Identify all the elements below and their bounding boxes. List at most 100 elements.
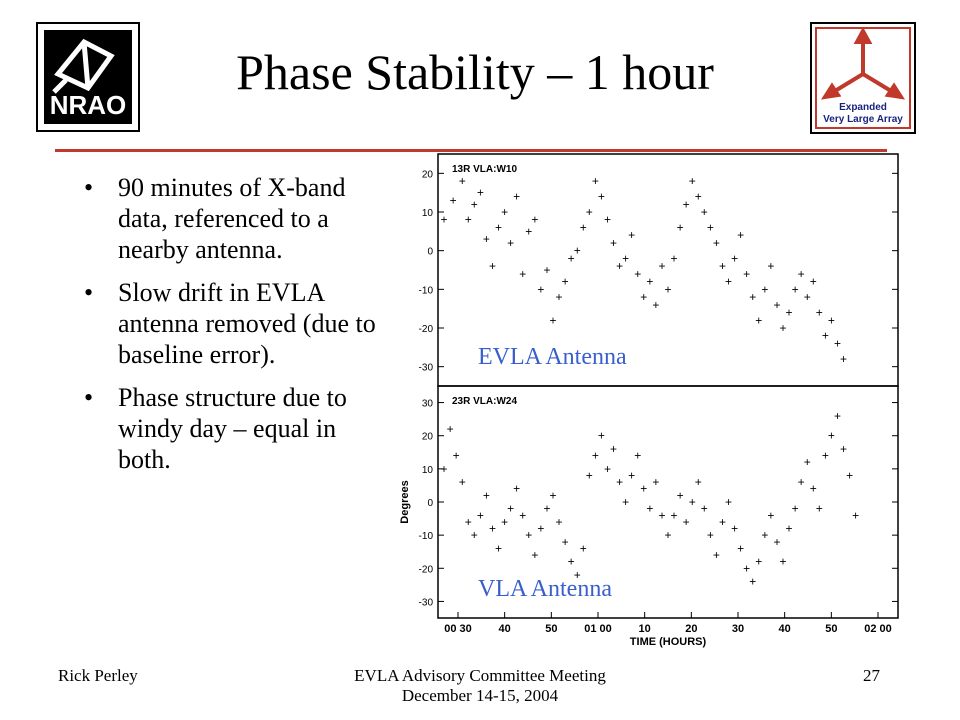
y-array-arms-icon [820, 26, 906, 100]
data-point: + [743, 267, 750, 281]
data-point: + [586, 468, 593, 482]
data-point: + [767, 259, 774, 273]
title-divider [55, 149, 887, 152]
data-point: + [513, 190, 520, 204]
data-point: + [537, 522, 544, 536]
x-axis-label: TIME (HOURS) [630, 636, 707, 648]
data-point: + [634, 449, 641, 463]
data-point: + [786, 306, 793, 320]
data-point: + [628, 228, 635, 242]
data-point: + [834, 409, 841, 423]
data-point: + [471, 528, 478, 542]
data-point: + [543, 502, 550, 516]
data-point: + [761, 282, 768, 296]
data-point: + [568, 555, 575, 569]
data-point: + [622, 495, 629, 509]
footer-author: Rick Perley [58, 666, 138, 685]
data-point: + [489, 259, 496, 273]
data-point: + [852, 508, 859, 522]
slide-title: Phase Stability – 1 hour [236, 44, 714, 100]
y-tick-label: -30 [419, 597, 434, 608]
data-point: + [719, 259, 726, 273]
data-point: + [737, 228, 744, 242]
data-point: + [441, 213, 448, 227]
data-point: + [525, 224, 532, 238]
data-point: + [556, 290, 563, 304]
data-point: + [658, 259, 665, 273]
data-point: + [840, 442, 847, 456]
data-point: + [755, 555, 762, 569]
data-point: + [513, 482, 520, 496]
data-point: + [749, 290, 756, 304]
data-point: + [525, 528, 532, 542]
data-point: + [616, 259, 623, 273]
data-point: + [562, 535, 569, 549]
data-point: + [450, 193, 457, 207]
y-tick-label: 20 [422, 169, 434, 180]
data-point: + [531, 213, 538, 227]
data-point: + [447, 422, 454, 436]
data-point: + [610, 442, 617, 456]
data-point: + [574, 244, 581, 258]
data-point: + [810, 275, 817, 289]
data-point: + [519, 267, 526, 281]
data-point: + [779, 321, 786, 335]
data-point: + [731, 522, 738, 536]
bullet-dot-icon: • [84, 383, 94, 412]
footer-event-line2: December 14-15, 2004 [401, 686, 559, 705]
data-point: + [683, 515, 690, 529]
data-point: + [477, 508, 484, 522]
x-tick-label: 00 30 [444, 623, 472, 635]
nrao-logo: NRAO [36, 22, 140, 132]
page-number: 27 [863, 666, 880, 685]
y-tick-label: -30 [419, 363, 434, 374]
data-point: + [683, 197, 690, 211]
bullet-dot-icon: • [84, 278, 94, 307]
data-point: + [779, 555, 786, 569]
data-point: + [610, 236, 617, 250]
data-point: + [834, 336, 841, 350]
x-tick-label: 20 [685, 623, 697, 635]
data-point: + [489, 522, 496, 536]
antenna-label: VLA Antenna [478, 576, 612, 602]
antenna-label: EVLA Antenna [478, 344, 627, 370]
data-point: + [495, 220, 502, 234]
data-point: + [628, 468, 635, 482]
data-point: + [737, 541, 744, 555]
data-point: + [453, 449, 460, 463]
data-point: + [767, 508, 774, 522]
data-point: + [501, 205, 508, 219]
data-point: + [707, 220, 714, 234]
x-tick-label: 01 00 [584, 623, 612, 635]
data-point: + [586, 205, 593, 219]
data-point: + [640, 482, 647, 496]
data-point: + [507, 502, 514, 516]
y-tick-label: -10 [419, 531, 434, 542]
data-point: + [507, 236, 514, 250]
data-point: + [828, 313, 835, 327]
phase-chart: 20 10 0 -10 -20 -30 13R VLA:W10 + + + + + + + + + + + + + + +… [399, 153, 899, 648]
data-point: + [671, 251, 678, 265]
data-point: + [471, 197, 478, 211]
data-point: + [671, 508, 678, 522]
data-point: + [689, 174, 696, 188]
y-tick-label: 20 [422, 432, 434, 443]
data-point: + [731, 251, 738, 265]
data-point: + [465, 213, 472, 227]
x-tick-label: 40 [499, 623, 511, 635]
data-point: + [664, 282, 671, 296]
data-point: + [822, 449, 829, 463]
bullet-item: • Slow drift in EVLA antenna removed (due… [80, 277, 380, 370]
data-point: + [816, 502, 823, 516]
data-point: + [483, 488, 490, 502]
data-point: + [761, 528, 768, 542]
data-point: + [677, 488, 684, 502]
bullet-item: • Phase structure due to windy day – equa… [80, 382, 380, 475]
bullet-text: Slow drift in EVLA antenna removed (due … [118, 278, 376, 369]
data-point: + [792, 502, 799, 516]
data-point: + [441, 462, 448, 476]
data-point: + [562, 275, 569, 289]
bullet-list: • 90 minutes of X-band data, referenced t… [80, 172, 380, 487]
data-point: + [664, 528, 671, 542]
data-point: + [459, 475, 466, 489]
